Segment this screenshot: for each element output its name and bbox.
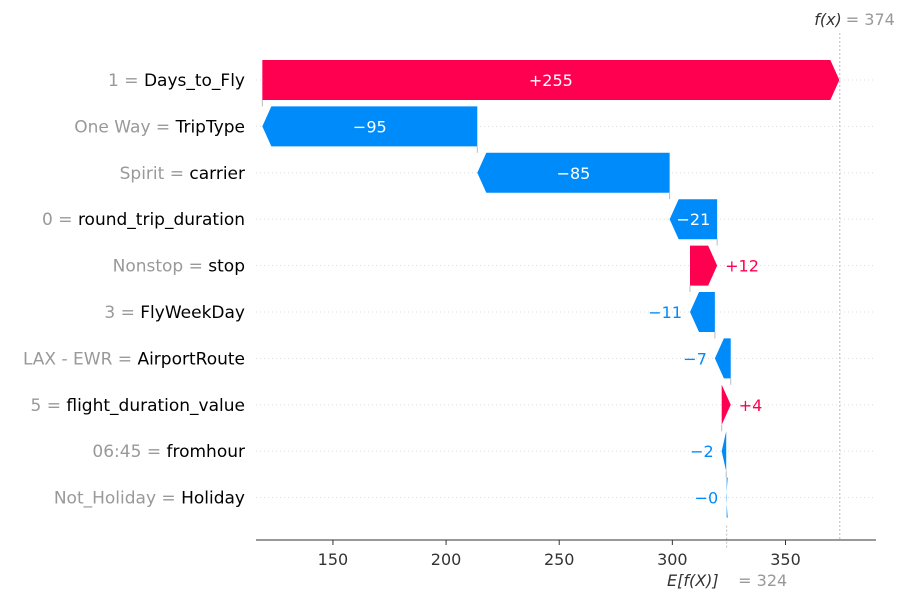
feature-value: 1 xyxy=(108,71,119,91)
feature-equals-sign: = xyxy=(183,257,208,277)
base-value-label: E[f(X)] xyxy=(667,571,719,590)
bar-value-label: +4 xyxy=(739,396,763,415)
feature-name: TripType xyxy=(175,117,245,137)
feature-value: 5 xyxy=(30,396,41,416)
x-tick-label: 150 xyxy=(318,550,349,569)
feature-value: 06:45 xyxy=(92,442,141,462)
feature-value: Spirit xyxy=(120,164,165,184)
feature-value: Not_Holiday xyxy=(54,489,156,509)
waterfall-bar xyxy=(262,106,478,147)
feature-equals-sign: = xyxy=(164,164,189,184)
feature-label: 1 = Days_to_Fly xyxy=(108,71,245,91)
feature-label: Nonstop = stop xyxy=(113,257,245,277)
feature-label: One Way = TripType xyxy=(74,117,245,137)
feature-equals-sign: = xyxy=(112,349,137,369)
feature-label: 0 = round_trip_duration xyxy=(42,210,245,230)
waterfall-bar xyxy=(477,152,670,193)
feature-equals-sign: = xyxy=(141,442,166,462)
output-value-text: = 374 xyxy=(846,10,895,29)
feature-name: fromhour xyxy=(166,442,245,462)
base-value-text: = 324 xyxy=(738,571,787,590)
bar-value-label: −85 xyxy=(557,164,591,183)
feature-value: 0 xyxy=(42,210,53,230)
waterfall-bar xyxy=(690,245,718,286)
feature-value: LAX - EWR xyxy=(23,349,113,369)
feature-value: Nonstop xyxy=(113,257,184,277)
feature-equals-sign: = xyxy=(156,489,181,509)
waterfall-bar xyxy=(726,477,728,518)
feature-label: Not_Holiday = Holiday xyxy=(54,489,245,509)
feature-name: Holiday xyxy=(181,489,245,509)
waterfall-bar xyxy=(721,431,727,472)
waterfall-bar xyxy=(669,199,718,240)
bar-value-label: +255 xyxy=(529,71,573,90)
feature-equals-sign: = xyxy=(53,210,78,230)
waterfall-bar xyxy=(721,384,731,425)
feature-name: carrier xyxy=(189,164,245,184)
output-value-label: f(x) xyxy=(814,10,842,29)
bar-value-label: −2 xyxy=(690,442,714,461)
feature-name: FlyWeekDay xyxy=(140,303,245,323)
feature-label: 06:45 = fromhour xyxy=(92,442,245,462)
bar-value-label: −0 xyxy=(695,489,719,508)
feature-name: flight_duration_value xyxy=(66,396,245,416)
bar-value-label: +12 xyxy=(725,257,759,276)
feature-label: 3 = FlyWeekDay xyxy=(104,303,245,323)
feature-label: LAX - EWR = AirportRoute xyxy=(23,349,245,369)
feature-name: round_trip_duration xyxy=(78,210,245,230)
waterfall-bar xyxy=(262,60,840,100)
feature-name: Days_to_Fly xyxy=(144,71,245,91)
feature-value: One Way xyxy=(74,117,150,137)
feature-name: stop xyxy=(208,257,245,277)
waterfall-bar xyxy=(690,292,715,332)
feature-label: 5 = flight_duration_value xyxy=(30,396,245,416)
bar-value-label: −95 xyxy=(353,117,387,136)
x-tick-label: 200 xyxy=(431,550,462,569)
bar-value-label: −11 xyxy=(648,303,682,322)
feature-equals-sign: = xyxy=(115,303,140,323)
bar-value-label: −7 xyxy=(683,349,707,368)
x-tick-label: 350 xyxy=(770,550,801,569)
feature-value: 3 xyxy=(104,303,115,323)
feature-equals-sign: = xyxy=(119,71,144,91)
bar-value-label: −21 xyxy=(677,210,711,229)
feature-name: AirportRoute xyxy=(137,349,245,369)
feature-equals-sign: = xyxy=(41,396,66,416)
feature-equals-sign: = xyxy=(151,117,176,137)
x-tick-label: 300 xyxy=(657,550,688,569)
feature-label: Spirit = carrier xyxy=(120,164,245,184)
x-tick-label: 250 xyxy=(544,550,575,569)
waterfall-bar xyxy=(714,338,731,379)
